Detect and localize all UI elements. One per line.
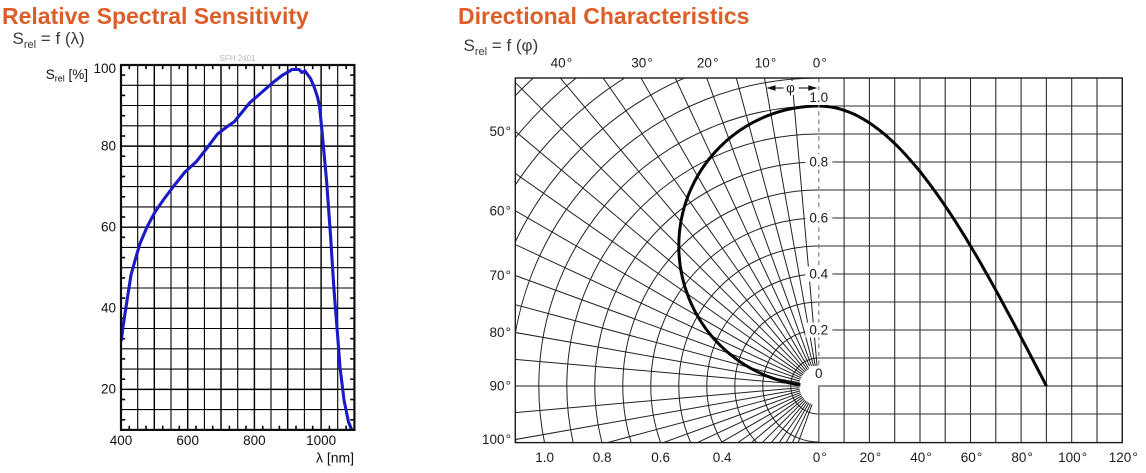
svg-text:40: 40 — [101, 301, 116, 316]
svg-text:800: 800 — [243, 433, 266, 448]
svg-text:400: 400 — [110, 433, 133, 448]
svg-text:0.8: 0.8 — [809, 155, 828, 170]
svg-text:Srel = f (λ): Srel = f (λ) — [13, 29, 85, 51]
svg-text:0: 0 — [815, 366, 823, 381]
svg-text:40 °: 40 ° — [551, 56, 573, 71]
svg-text:Relative Spectral Sensitivity: Relative Spectral Sensitivity — [2, 3, 309, 29]
svg-text:1.0: 1.0 — [809, 90, 828, 105]
svg-text:1.0: 1.0 — [535, 450, 554, 465]
svg-text:Srel [%]: Srel [%] — [46, 67, 88, 84]
svg-text:90 °: 90 ° — [489, 379, 511, 394]
svg-text:20 °: 20 ° — [697, 56, 719, 71]
svg-text:60 °: 60 ° — [489, 203, 511, 218]
svg-text:80: 80 — [101, 138, 116, 153]
svg-text:0.8: 0.8 — [593, 450, 612, 465]
svg-text:λ [nm]: λ [nm] — [316, 450, 354, 466]
svg-text:20: 20 — [101, 382, 116, 397]
svg-text:70 °: 70 ° — [489, 268, 511, 283]
svg-text:30 °: 30 ° — [631, 56, 653, 71]
svg-text:φ: φ — [786, 81, 795, 96]
svg-text:Srel = f (φ): Srel = f (φ) — [464, 36, 539, 58]
svg-text:0.4: 0.4 — [809, 267, 828, 282]
svg-text:0.2: 0.2 — [809, 323, 828, 338]
svg-text:0 °: 0 ° — [813, 56, 827, 71]
svg-text:50 °: 50 ° — [489, 124, 511, 139]
svg-text:600: 600 — [176, 433, 199, 448]
svg-text:SFH 2401: SFH 2401 — [219, 54, 256, 63]
svg-text:0.6: 0.6 — [651, 450, 670, 465]
svg-text:Directional Characteristics: Directional Characteristics — [458, 3, 749, 29]
svg-text:0.6: 0.6 — [809, 211, 828, 226]
svg-text:0 °: 0 ° — [813, 450, 827, 465]
svg-text:40 °: 40 ° — [910, 450, 932, 465]
svg-text:80 °: 80 ° — [489, 325, 511, 340]
svg-text:20 °: 20 ° — [860, 450, 882, 465]
svg-text:1000: 1000 — [306, 433, 336, 448]
svg-text:120 °: 120 ° — [1109, 450, 1138, 465]
svg-text:60: 60 — [101, 219, 116, 234]
svg-text:100 °: 100 ° — [1058, 450, 1087, 465]
svg-text:10 °: 10 ° — [755, 56, 777, 71]
svg-text:100: 100 — [93, 61, 116, 76]
svg-text:80 °: 80 ° — [1011, 450, 1033, 465]
svg-text:60 °: 60 ° — [961, 450, 983, 465]
svg-text:0.4: 0.4 — [713, 450, 732, 465]
svg-text:100 °: 100 ° — [482, 432, 511, 447]
